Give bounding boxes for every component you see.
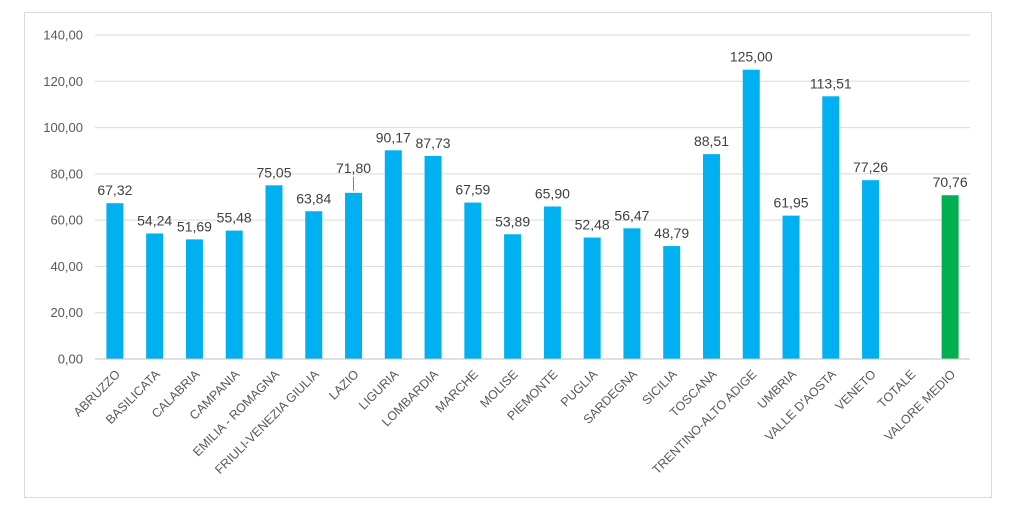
bar — [663, 246, 681, 359]
bar — [543, 206, 561, 359]
y-tick-label: 40,00 — [50, 259, 83, 274]
category-label: VENETO — [833, 367, 879, 413]
data-label: 75,05 — [256, 164, 291, 180]
data-label: 53,89 — [495, 213, 530, 229]
bar-chart: 0,00 20,00 40,00 60,00 80,00 100,00 120,00 140,… — [43, 28, 970, 477]
bar — [702, 154, 720, 359]
data-label: 61,95 — [773, 195, 808, 211]
data-label: 71,80 — [336, 160, 371, 176]
data-label: 67,32 — [97, 182, 132, 198]
bar — [185, 239, 203, 359]
data-label: 55,48 — [217, 210, 252, 226]
bar — [742, 69, 760, 359]
data-label: 88,51 — [694, 133, 729, 149]
y-tick-label: 100,00 — [43, 120, 83, 135]
bar — [225, 230, 243, 359]
bar — [941, 195, 959, 359]
bar — [106, 203, 124, 359]
data-label: 51,69 — [177, 218, 212, 234]
y-tick-label: 20,00 — [50, 305, 83, 320]
data-label: 125,00 — [730, 49, 773, 65]
bar — [862, 180, 880, 359]
bar — [464, 202, 482, 359]
data-label: 48,79 — [654, 225, 689, 241]
data-label: 67,59 — [455, 182, 490, 198]
data-label: 63,84 — [296, 190, 331, 206]
bar — [504, 234, 522, 359]
category-label: VALORE MEDIO — [882, 367, 959, 444]
y-tick-label: 80,00 — [50, 166, 83, 181]
data-label: 77,26 — [853, 159, 888, 175]
category-label: VALLE D'AOSTA — [762, 367, 839, 444]
y-tick-label: 0,00 — [58, 352, 83, 367]
bar — [265, 185, 283, 359]
bar — [345, 192, 363, 359]
bar — [305, 211, 323, 359]
bar — [782, 215, 800, 359]
category-label: MARCHE — [433, 367, 481, 415]
data-label: 113,51 — [810, 75, 852, 91]
data-label: 54,24 — [137, 212, 172, 228]
bar — [623, 228, 641, 359]
category-label: LAZIO — [326, 367, 362, 403]
data-label: 90,17 — [376, 129, 411, 145]
bar — [384, 150, 402, 359]
bar — [424, 155, 442, 359]
bar — [822, 96, 840, 360]
y-tick-label: 120,00 — [43, 74, 83, 89]
y-tick-label: 60,00 — [50, 213, 83, 228]
bar — [583, 237, 601, 359]
y-tick-label: 140,00 — [43, 28, 83, 43]
data-label: 70,76 — [933, 174, 968, 190]
data-label: 56,47 — [614, 207, 649, 223]
data-label: 52,48 — [575, 217, 610, 233]
chart-area: 0,00 20,00 40,00 60,00 80,00 100,00 120,00 140,… — [24, 12, 992, 498]
data-label: 65,90 — [535, 185, 570, 201]
bar — [146, 233, 164, 359]
data-label: 87,73 — [416, 135, 451, 151]
